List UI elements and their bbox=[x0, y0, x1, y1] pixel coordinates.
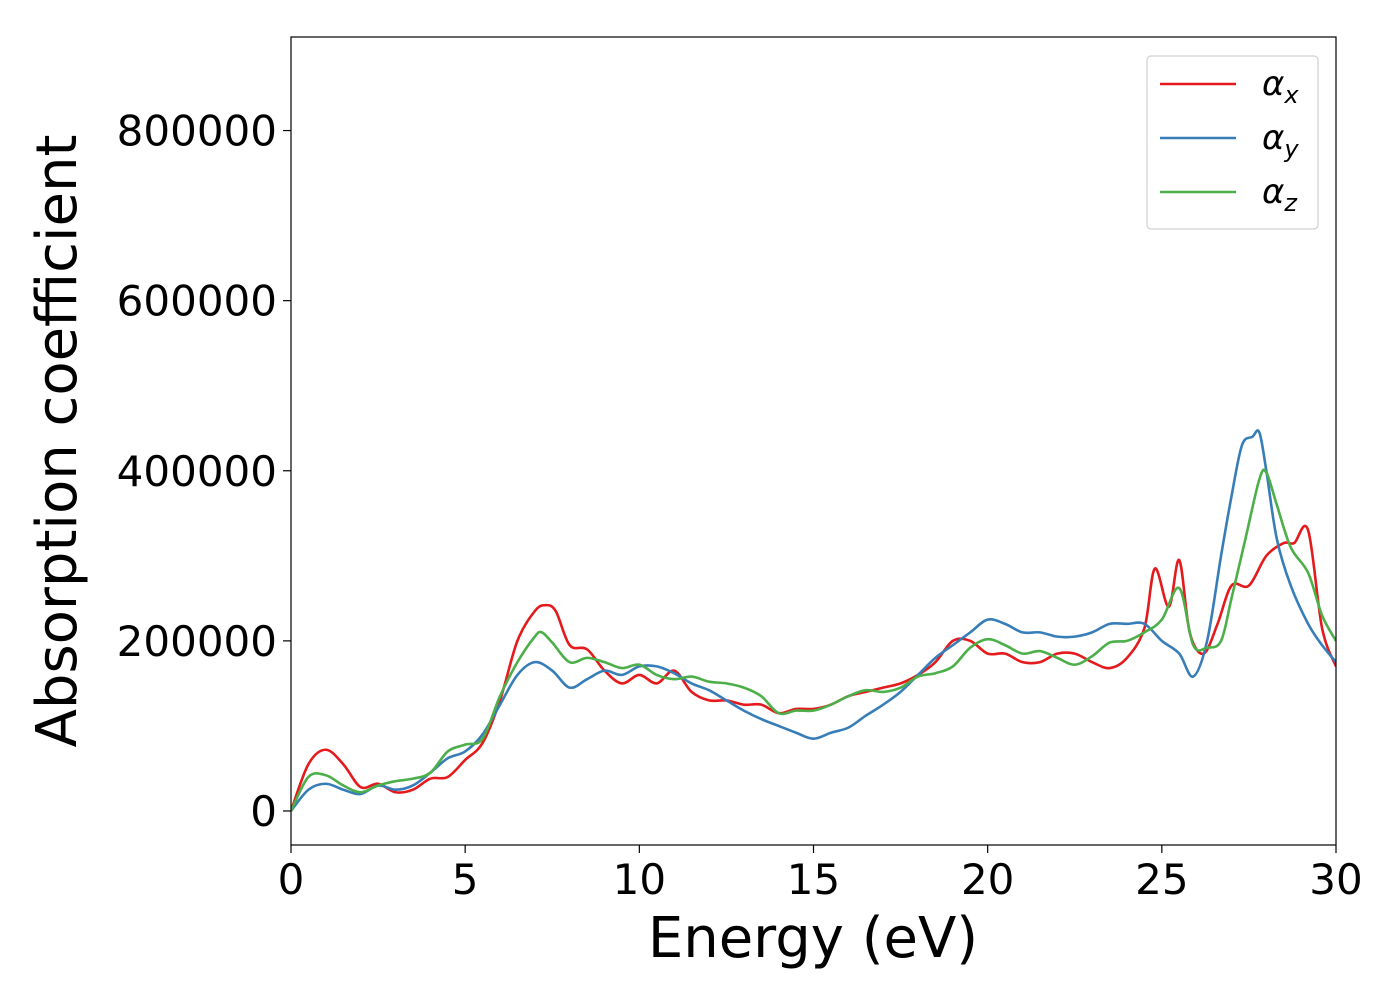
y-axis: 0 200000 400000 600000 800000 bbox=[117, 107, 291, 836]
y-axis-title: Absorption coefficient bbox=[25, 135, 90, 748]
x-tick-label: 20 bbox=[961, 855, 1014, 904]
y-tick-label: 400000 bbox=[117, 447, 277, 496]
series-layer bbox=[291, 429, 1336, 812]
series-line-z bbox=[291, 468, 1336, 812]
x-tick-label: 15 bbox=[787, 855, 840, 904]
y-tick-label: 0 bbox=[250, 787, 277, 836]
x-tick-label: 30 bbox=[1309, 855, 1362, 904]
x-axis: 0 5 10 15 20 25 30 bbox=[278, 845, 1363, 904]
x-tick-label: 10 bbox=[613, 855, 666, 904]
legend-box bbox=[1146, 55, 1319, 230]
series-line-x bbox=[291, 524, 1336, 812]
x-axis-title: Energy (eV) bbox=[648, 906, 978, 971]
x-tick-label: 5 bbox=[452, 855, 479, 904]
y-tick-label: 800000 bbox=[117, 107, 277, 156]
x-tick-label: 25 bbox=[1135, 855, 1188, 904]
legend-label-x: αx bbox=[1262, 64, 1299, 109]
series-line-y bbox=[291, 429, 1336, 812]
x-tick-label: 0 bbox=[278, 855, 305, 904]
legend-items: αx αy αz bbox=[1160, 64, 1299, 217]
legend-label-y: αy bbox=[1262, 118, 1299, 163]
legend-label-z: αz bbox=[1262, 172, 1298, 217]
legend: αx αy αz bbox=[1146, 55, 1319, 230]
y-tick-label: 200000 bbox=[117, 617, 277, 666]
y-tick-label: 600000 bbox=[117, 277, 277, 326]
